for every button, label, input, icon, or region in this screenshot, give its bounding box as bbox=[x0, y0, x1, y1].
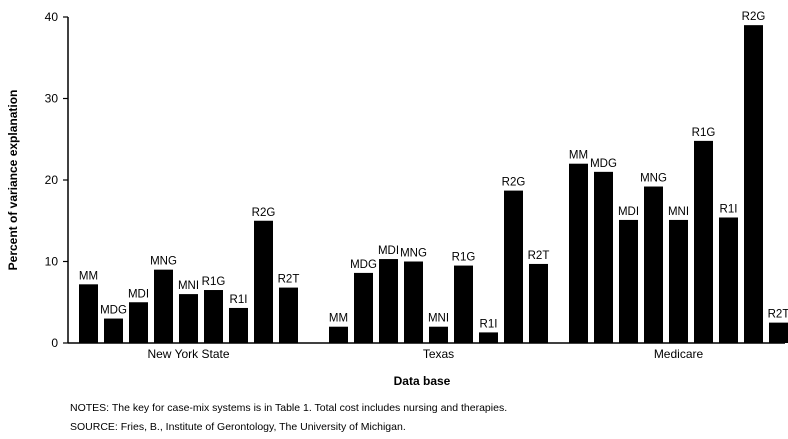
bar bbox=[529, 263, 548, 343]
bar-label: MDG bbox=[100, 305, 127, 317]
bar bbox=[354, 272, 373, 343]
bar-label: R2T bbox=[528, 250, 550, 262]
bar-label: R1G bbox=[692, 127, 716, 139]
bar-label: R2G bbox=[742, 11, 766, 23]
bar-label: MNI bbox=[178, 280, 199, 292]
bar bbox=[104, 318, 123, 343]
bar bbox=[644, 186, 663, 343]
category-label: Medicare bbox=[654, 347, 704, 361]
bars bbox=[79, 25, 788, 344]
bar-label: MDI bbox=[128, 288, 149, 300]
bar-label: R2T bbox=[768, 309, 788, 321]
bar bbox=[619, 219, 638, 343]
bar bbox=[504, 190, 523, 343]
x-axis-label: Data base bbox=[394, 374, 451, 388]
bar-label: MDG bbox=[590, 158, 617, 170]
bar-label: R2G bbox=[502, 177, 526, 189]
bar bbox=[594, 171, 613, 343]
y-tick-label: 40 bbox=[45, 10, 59, 24]
bar bbox=[229, 307, 248, 343]
bar-label: MDI bbox=[378, 245, 399, 257]
bar-label: MNG bbox=[400, 248, 427, 260]
notes-text: NOTES: The key for case-mix systems is i… bbox=[70, 402, 508, 414]
bar bbox=[129, 302, 148, 343]
bar-label: MNG bbox=[150, 256, 177, 268]
bar-label: MNG bbox=[640, 173, 667, 185]
bar-label: MNI bbox=[668, 206, 689, 218]
bar bbox=[569, 163, 588, 343]
bar-label: R1I bbox=[480, 318, 498, 330]
bar bbox=[404, 261, 423, 343]
bar bbox=[154, 269, 173, 343]
bar-label: MDI bbox=[618, 206, 639, 218]
bar-label: R2T bbox=[278, 274, 300, 286]
bar bbox=[769, 322, 788, 343]
y-tick-label: 10 bbox=[45, 255, 59, 269]
bar bbox=[479, 332, 498, 343]
bar bbox=[454, 265, 473, 343]
bar bbox=[719, 217, 738, 343]
bar bbox=[694, 140, 713, 343]
category-label: New York State bbox=[147, 347, 229, 361]
bar bbox=[254, 220, 273, 343]
bar bbox=[204, 290, 223, 343]
bar bbox=[744, 25, 763, 344]
y-axis-label: Percent of variance explanation bbox=[6, 90, 20, 271]
bar bbox=[179, 294, 198, 343]
y-tick-label: 30 bbox=[45, 92, 59, 106]
bar-label: MM bbox=[329, 313, 348, 325]
category-label: Texas bbox=[423, 347, 454, 361]
bar-label: MNI bbox=[428, 313, 449, 325]
y-tick-label: 20 bbox=[45, 173, 59, 187]
bar bbox=[329, 326, 348, 343]
bar-label: MM bbox=[79, 270, 98, 282]
bar bbox=[669, 219, 688, 343]
source-text: SOURCE: Fries, B., Institute of Gerontol… bbox=[70, 421, 406, 433]
bar bbox=[79, 284, 98, 343]
bar-label: R1I bbox=[720, 203, 738, 215]
bar-label: R1G bbox=[452, 252, 476, 264]
bar-label: R1G bbox=[202, 276, 226, 288]
bar-label: R1I bbox=[230, 294, 248, 306]
bar bbox=[379, 259, 398, 343]
bar bbox=[429, 326, 448, 343]
bar-label: MDG bbox=[350, 259, 377, 271]
bar-label: R2G bbox=[252, 207, 276, 219]
bar bbox=[279, 287, 298, 343]
y-tick-label: 0 bbox=[51, 336, 58, 350]
bar-label: MM bbox=[569, 150, 588, 162]
